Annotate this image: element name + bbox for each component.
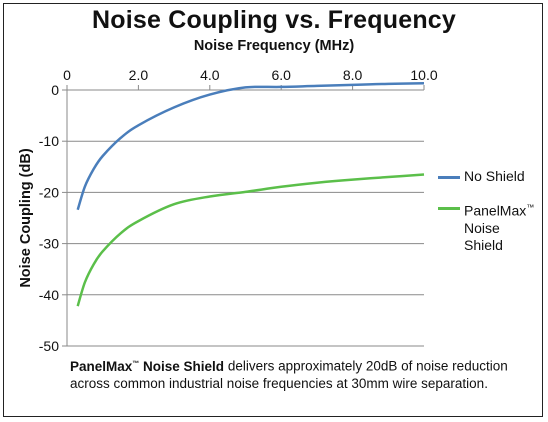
x-axis-label: Noise Frequency (MHz) [193, 38, 355, 54]
legend: No Shield PanelMax™ Noise Shield [438, 168, 534, 268]
legend-label-no-shield: No Shield [464, 168, 525, 184]
legend-swatch-no-shield [438, 176, 460, 179]
x-tick-label: 6.0 [271, 67, 291, 83]
legend-swatch-panelmax [438, 207, 460, 210]
y-tick-label: -40 [39, 287, 59, 303]
x-tick-label: 2.0 [129, 67, 149, 83]
x-tick-label: 10.0 [410, 67, 437, 83]
y-tick-label: -10 [39, 133, 59, 149]
legend-item-panelmax: PanelMax™ Noise Shield [438, 199, 534, 254]
x-tick-label: 8.0 [343, 67, 363, 83]
y-tick-label: 0 [51, 82, 59, 98]
y-tick-label: -50 [39, 338, 59, 354]
legend-item-no-shield: No Shield [438, 168, 534, 185]
chart-title: Noise Coupling vs. Frequency [92, 6, 456, 34]
series-line-no-shield [76, 82, 425, 211]
caption: PanelMax™ Noise Shield delivers approxim… [70, 358, 508, 391]
legend-label-panelmax: PanelMax™ Noise Shield [464, 202, 535, 253]
series-line-panelmax [76, 173, 425, 307]
y-tick-label: -30 [39, 236, 59, 252]
x-tick-label: 0 [63, 67, 71, 83]
chart-frame [3, 3, 543, 417]
y-tick-label: -20 [39, 184, 59, 200]
x-tick-label: 4.0 [200, 67, 220, 83]
